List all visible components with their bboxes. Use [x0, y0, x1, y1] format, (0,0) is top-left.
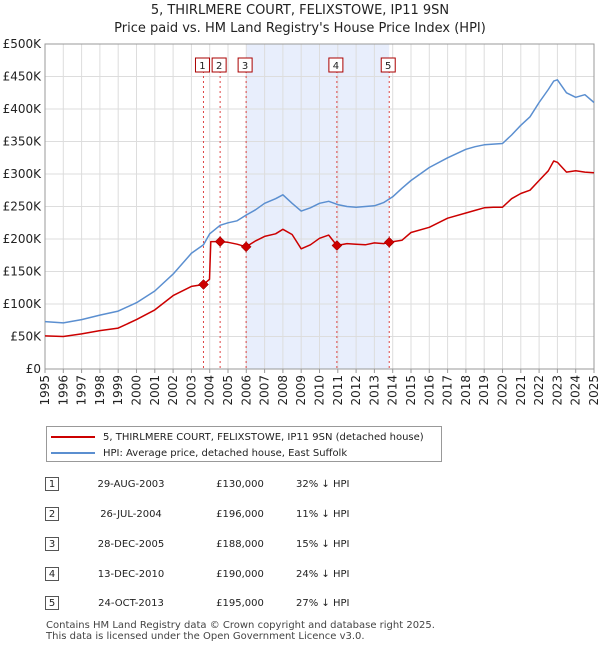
legend: 5, THIRLMERE COURT, FELIXSTOWE, IP11 9SN…	[46, 426, 442, 462]
x-tick-label: 2018	[459, 375, 473, 406]
x-tick-label: 2002	[166, 375, 180, 406]
x-tick-label: 2012	[349, 375, 363, 406]
legend-swatch-blue	[51, 452, 95, 454]
x-tick-label: 2004	[203, 375, 217, 406]
x-tick-label: 2015	[404, 375, 418, 406]
row-hpi: 27% ↓ HPI	[296, 598, 350, 609]
y-tick-label: £400K	[3, 102, 43, 116]
sale-label-box	[194, 57, 210, 73]
table-row: 1 29-AUG-2003 £130,000 32% ↓ HPI	[0, 474, 600, 496]
sale-point	[331, 240, 343, 251]
sale-point	[383, 236, 395, 248]
row-date: 13-DEC-2010	[97, 569, 165, 580]
table-row: 5 24-OCT-2013 £195,000 27% ↓ HPI	[0, 593, 600, 615]
legend-swatch-red	[51, 436, 95, 438]
series-line	[44, 79, 595, 324]
row-hpi: 24% ↓ HPI	[296, 569, 350, 580]
sale-point	[214, 236, 226, 247]
row-hpi: 32% ↓ HPI	[296, 479, 350, 490]
x-tick-label: 2000	[130, 375, 144, 406]
y-tick-label: £500K	[3, 37, 43, 51]
x-tick-label: 2006	[239, 375, 253, 406]
row-date: 28-DEC-2005	[97, 539, 165, 550]
x-tick-label: 2019	[477, 375, 491, 406]
sale-label-number: 2	[216, 61, 222, 72]
row-price: £196,000	[216, 509, 264, 520]
row-number-badge: 5	[45, 596, 59, 610]
x-tick-label: 2001	[148, 375, 162, 406]
x-tick-label: 1997	[75, 375, 89, 406]
row-price: £195,000	[216, 598, 264, 609]
x-tick-label: 2009	[294, 375, 308, 406]
x-tick-label: 2024	[569, 375, 583, 406]
row-date: 26-JUL-2004	[100, 509, 162, 520]
legend-label-hpi: HPI: Average price, detached house, East…	[103, 447, 348, 459]
y-tick-label: £450K	[3, 70, 43, 84]
y-tick-label: £0	[26, 362, 41, 376]
x-tick-label: 2023	[550, 375, 564, 406]
x-tick-label: 2021	[514, 375, 528, 406]
x-tick-label: 2003	[184, 375, 198, 406]
x-tick-label: 1999	[111, 375, 125, 406]
y-tick-label: £200K	[3, 232, 43, 246]
sale-label-box	[211, 57, 227, 73]
x-tick-label: 2010	[313, 375, 327, 406]
x-tick-label: 1995	[38, 375, 52, 406]
x-tick-label: 2017	[441, 375, 455, 406]
sale-label-box	[328, 57, 344, 73]
x-tick-label: 2008	[276, 375, 290, 406]
sale-label-number: 4	[333, 61, 339, 72]
footer-line-copyright: Contains HM Land Registry data © Crown c…	[46, 620, 435, 631]
row-date: 24-OCT-2013	[98, 598, 164, 609]
x-tick-label: 2013	[367, 375, 381, 406]
x-tick-label: 2022	[532, 375, 546, 406]
x-tick-label: 2025	[587, 375, 600, 406]
y-tick-label: £150K	[3, 265, 43, 279]
x-tick-label: 2005	[221, 375, 235, 406]
sale-label-number: 5	[385, 61, 391, 72]
legend-item-hpi: HPI: Average price, detached house, East…	[51, 445, 347, 461]
y-tick-label: £50K	[10, 330, 42, 344]
price-chart: 5, THIRLMERE COURT, FELIXSTOWE, IP11 9SN…	[3, 3, 600, 406]
table-row: 4 13-DEC-2010 £190,000 24% ↓ HPI	[0, 564, 600, 586]
row-number-badge: 1	[45, 477, 59, 491]
x-tick-label: 2007	[258, 375, 272, 406]
sale-point	[240, 241, 252, 253]
footer-line-licence: This data is licensed under the Open Gov…	[46, 631, 365, 642]
table-row: 2 26-JUL-2004 £196,000 11% ↓ HPI	[0, 504, 600, 526]
x-tick-label: 1998	[93, 375, 107, 406]
y-tick-label: £250K	[3, 200, 43, 214]
sale-label-box	[380, 57, 396, 73]
chart-title: 5, THIRLMERE COURT, FELIXSTOWE, IP11 9SN	[151, 3, 449, 18]
row-price: £130,000	[216, 479, 264, 490]
x-tick-label: 2011	[331, 375, 345, 406]
x-tick-label: 2014	[386, 375, 400, 406]
row-number-badge: 3	[45, 537, 59, 551]
legend-item-property: 5, THIRLMERE COURT, FELIXSTOWE, IP11 9SN…	[51, 429, 424, 445]
x-tick-label: 2016	[422, 375, 436, 406]
sale-label-number: 3	[242, 61, 248, 72]
y-tick-label: £300K	[3, 167, 43, 181]
row-date: 29-AUG-2003	[97, 479, 165, 490]
chart-subtitle: Price paid vs. HM Land Registry's House …	[114, 21, 486, 36]
sale-point	[198, 279, 209, 290]
row-price: £188,000	[216, 539, 264, 550]
row-hpi: 15% ↓ HPI	[296, 539, 350, 550]
x-tick-label: 2020	[496, 375, 510, 406]
sale-label-box	[237, 57, 253, 73]
y-tick-label: £100K	[3, 297, 43, 311]
row-price: £190,000	[216, 569, 264, 580]
footer-notice: Contains HM Land Registry data © Crown c…	[46, 620, 435, 642]
legend-label-property: 5, THIRLMERE COURT, FELIXSTOWE, IP11 9SN…	[103, 431, 424, 443]
sale-label-number: 1	[199, 61, 205, 72]
x-tick-label: 1996	[56, 375, 70, 406]
row-number-badge: 2	[45, 507, 59, 521]
y-tick-label: £350K	[3, 135, 43, 149]
row-number-badge: 4	[45, 567, 59, 581]
row-hpi: 11% ↓ HPI	[296, 509, 350, 520]
series-line	[44, 160, 595, 338]
table-row: 3 28-DEC-2005 £188,000 15% ↓ HPI	[0, 534, 600, 556]
